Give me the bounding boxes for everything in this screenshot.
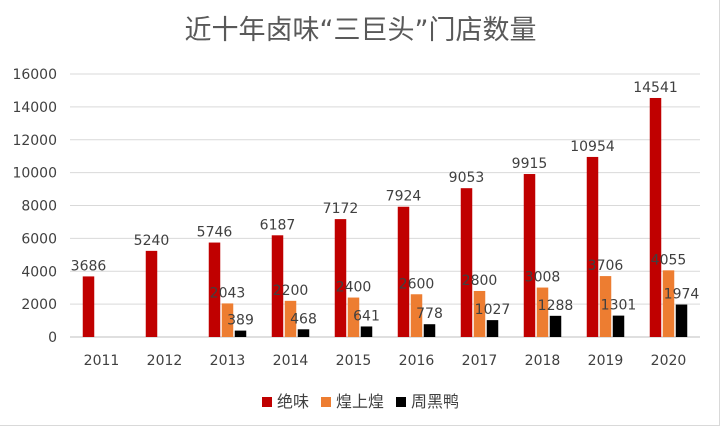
bar [208, 242, 221, 337]
y-tick-label: 8000 [21, 199, 57, 215]
bar [662, 270, 675, 337]
y-tick-label: 0 [48, 330, 57, 346]
data-label: 468 [290, 311, 317, 327]
legend-swatch [261, 397, 272, 407]
x-tick-label: 2018 [525, 353, 561, 369]
data-label: 7924 [386, 189, 422, 205]
y-tick-label: 12000 [12, 133, 57, 149]
bar [334, 219, 347, 337]
data-label: 641 [353, 308, 380, 324]
data-label: 9915 [512, 156, 548, 172]
y-axis: 0 2000 4000 6000 8000 10000 12000 14000 16000 [12, 67, 57, 346]
data-label: 14541 [633, 80, 678, 96]
y-tick-label: 6000 [21, 231, 57, 247]
data-label: 5746 [197, 225, 233, 241]
bar [549, 315, 562, 337]
x-tick-label: 2014 [273, 353, 309, 369]
x-tick-label: 2013 [210, 353, 246, 369]
data-label: 4055 [651, 252, 687, 268]
bar [649, 97, 662, 337]
x-tick-label: 2017 [462, 353, 498, 369]
bar [675, 304, 688, 337]
data-label: 3686 [71, 258, 107, 274]
data-label: 7172 [323, 201, 359, 217]
bar [297, 329, 310, 337]
x-tick-label: 2019 [588, 353, 624, 369]
y-tick-label: 10000 [12, 166, 57, 182]
legend-label: 绝味 [276, 392, 309, 411]
bar [397, 206, 410, 337]
bar [612, 315, 625, 337]
data-label: 2200 [273, 283, 309, 299]
bar [347, 297, 360, 337]
bar [221, 303, 234, 337]
bar [586, 156, 599, 337]
y-tick-label: 2000 [21, 297, 57, 313]
data-label: 2400 [336, 280, 372, 296]
data-label: 2800 [462, 273, 498, 289]
bar [145, 250, 158, 337]
bar [523, 174, 536, 337]
data-label: 2043 [210, 285, 246, 301]
x-axis: 2011 2012 2013 2014 2015 2016 2017 2018 2019 2020 [84, 353, 687, 369]
data-label: 3706 [588, 258, 624, 274]
bar [410, 294, 423, 337]
legend-label: 煌上煌 [335, 392, 384, 411]
legend-item: 绝味 [261, 388, 309, 412]
legend-swatch [320, 397, 331, 407]
data-label: 778 [416, 306, 443, 322]
bar [486, 320, 499, 337]
data-label: 9053 [449, 170, 485, 186]
bar [360, 326, 373, 337]
bar [460, 188, 473, 337]
data-label: 389 [227, 313, 254, 329]
bar [599, 276, 612, 337]
legend-item: 周黑鸭 [396, 388, 459, 412]
legend-item: 煌上煌 [320, 388, 384, 412]
bar [423, 324, 436, 337]
data-label: 5240 [134, 233, 170, 249]
data-label: 2600 [399, 276, 435, 292]
legend: 绝味 煌上煌 周黑鸭 [0, 388, 721, 412]
x-tick-label: 2016 [399, 353, 435, 369]
x-tick-label: 2011 [84, 353, 120, 369]
legend-label: 周黑鸭 [411, 392, 460, 411]
bar [82, 276, 95, 337]
data-label: 1301 [601, 298, 637, 314]
data-label: 1288 [538, 298, 574, 314]
data-label: 10954 [570, 139, 615, 155]
x-tick-label: 2012 [147, 353, 183, 369]
bar [234, 330, 247, 337]
bars [82, 97, 688, 337]
x-tick-label: 2020 [651, 353, 687, 369]
data-label: 3008 [525, 270, 561, 286]
data-label: 1027 [475, 302, 511, 318]
y-tick-label: 4000 [21, 264, 57, 280]
x-tick-label: 2015 [336, 353, 372, 369]
data-label: 6187 [260, 217, 296, 233]
y-tick-label: 16000 [12, 67, 57, 83]
bar [271, 235, 284, 337]
data-label: 1974 [664, 287, 700, 303]
bar [284, 300, 297, 337]
bar [536, 287, 549, 337]
bar [473, 290, 486, 337]
legend-swatch [396, 397, 406, 407]
data-labels: 3686 5240 5746 2043 389 6187 2200 468 7172 2400 64… [71, 80, 700, 329]
chart-title: 近十年卤味“三巨头”门店数量 [184, 15, 537, 46]
y-tick-label: 14000 [12, 100, 57, 116]
